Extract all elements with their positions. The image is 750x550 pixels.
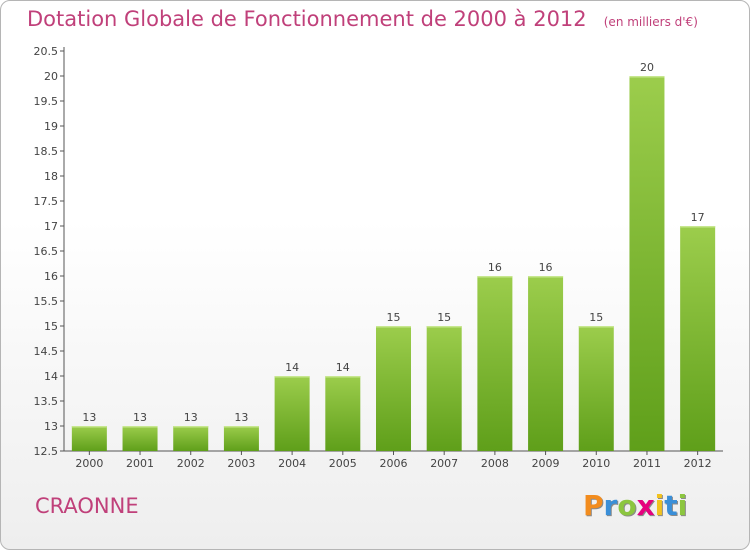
- y-tick-label: 17: [44, 220, 58, 233]
- y-tick-label: 20.5: [34, 45, 59, 58]
- x-tick-label: 2003: [227, 457, 255, 470]
- bar: [325, 376, 361, 451]
- bar-data-label: 20: [640, 61, 654, 74]
- bar: [71, 426, 107, 451]
- bar-data-label: 13: [234, 411, 248, 424]
- bar: [680, 226, 716, 451]
- logo-letter: x: [636, 489, 655, 522]
- bar: [376, 326, 411, 451]
- bar-top-edge: [680, 226, 716, 228]
- y-tick-label: 14: [44, 370, 58, 383]
- bar: [528, 276, 564, 451]
- x-tick-label: 2001: [126, 457, 154, 470]
- bar-data-label: 14: [285, 361, 299, 374]
- bar-top-edge: [629, 76, 665, 78]
- logo-letter: o: [617, 489, 637, 522]
- bar-data-label: 13: [82, 411, 96, 424]
- bar-top-edge: [528, 276, 564, 278]
- logo-letter: r: [603, 489, 618, 522]
- bar-top-edge: [122, 426, 158, 428]
- bar-top-edge: [223, 426, 259, 428]
- x-tick-label: 2007: [430, 457, 458, 470]
- bar: [122, 426, 158, 451]
- bar: [223, 426, 259, 451]
- bar-top-edge: [426, 326, 462, 328]
- x-tick-label: 2006: [380, 457, 408, 470]
- bar-data-label: 13: [184, 411, 198, 424]
- y-tick-label: 18: [44, 170, 58, 183]
- y-tick-label: 16: [44, 270, 58, 283]
- x-tick-label: 2004: [278, 457, 306, 470]
- bar-data-label: 16: [539, 261, 553, 274]
- y-tick-label: 13: [44, 420, 58, 433]
- logo-letter: i: [677, 489, 688, 522]
- bar-top-edge: [325, 376, 361, 378]
- bar-data-label: 13: [133, 411, 147, 424]
- bar: [578, 326, 614, 451]
- y-tick-label: 20: [44, 70, 58, 83]
- bar-top-edge: [376, 326, 411, 328]
- x-tick-label: 2002: [177, 457, 205, 470]
- x-tick-label: 2005: [329, 457, 357, 470]
- proxiti-logo: Proxiti: [583, 489, 687, 522]
- logo-letter: i: [654, 489, 665, 522]
- bar: [173, 426, 209, 451]
- bar-data-label: 15: [437, 311, 451, 324]
- y-tick-label: 19.5: [34, 95, 59, 108]
- y-tick-label: 19: [44, 120, 58, 133]
- x-tick-label: 2009: [532, 457, 560, 470]
- bar-data-label: 15: [589, 311, 603, 324]
- x-tick-label: 2011: [633, 457, 661, 470]
- y-tick-label: 16.5: [34, 245, 59, 258]
- bar-top-edge: [71, 426, 107, 428]
- bar-data-label: 15: [387, 311, 401, 324]
- title-row: Dotation Globale de Fonctionnement de 20…: [27, 7, 698, 31]
- logo-letter: P: [583, 489, 604, 522]
- bar-data-label: 17: [691, 211, 705, 224]
- bar-top-edge: [477, 276, 513, 278]
- y-tick-label: 15: [44, 320, 58, 333]
- bar: [426, 326, 462, 451]
- x-tick-label: 2012: [684, 457, 712, 470]
- bar-top-edge: [274, 376, 310, 378]
- logo-letter: t: [664, 489, 678, 522]
- bar: [274, 376, 310, 451]
- place-name: CRAONNE: [35, 494, 139, 518]
- x-tick-label: 2010: [582, 457, 610, 470]
- x-tick-label: 2008: [481, 457, 509, 470]
- x-tick-label: 2000: [75, 457, 103, 470]
- bar-top-edge: [173, 426, 209, 428]
- chart-unit-note: (en milliers d'€): [603, 15, 698, 29]
- bar-top-edge: [578, 326, 614, 328]
- y-tick-label: 13.5: [34, 395, 59, 408]
- chart-title: Dotation Globale de Fonctionnement de 20…: [27, 7, 587, 31]
- y-tick-label: 17.5: [34, 195, 59, 208]
- y-tick-label: 12.5: [34, 445, 59, 458]
- bar-data-label: 14: [336, 361, 350, 374]
- bar: [477, 276, 513, 451]
- bar-data-label: 16: [488, 261, 502, 274]
- bar: [629, 76, 665, 451]
- y-tick-label: 15.5: [34, 295, 59, 308]
- y-tick-label: 18.5: [34, 145, 59, 158]
- y-tick-label: 14.5: [34, 345, 59, 358]
